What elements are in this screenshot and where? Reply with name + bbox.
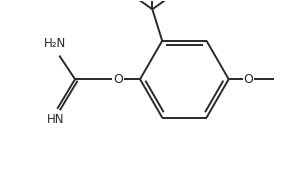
Text: O: O: [243, 73, 253, 86]
Text: HN: HN: [47, 113, 64, 126]
Text: H₂N: H₂N: [44, 37, 66, 50]
Text: O: O: [114, 73, 123, 86]
